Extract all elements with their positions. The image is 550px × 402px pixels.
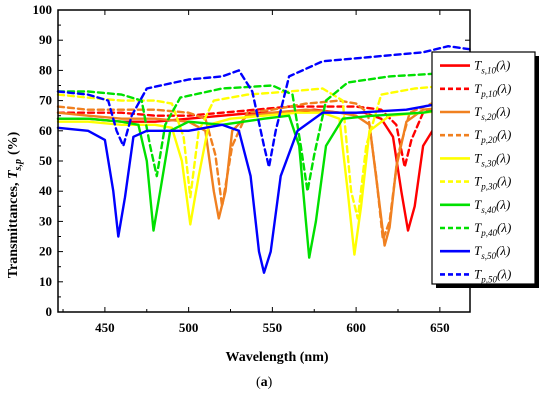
legend: Ts,10(λ) Tp,10(λ) Ts,20(λ) Tp,20(λ) Ts,30(λ)… [431,51,539,288]
legend-label: Tp,50(λ) [474,266,511,284]
series-group [56,45,472,274]
legend-label: Ts,50(λ) [474,243,510,261]
y-tick-label: 10 [39,274,52,289]
legend-label: Ts,10(λ) [474,58,510,76]
y-tick-label: 70 [39,93,52,108]
x-tick-label: 550 [263,320,283,335]
series-line-p-40 [56,69,472,193]
legend-label: Tp,10(λ) [474,81,511,99]
series-line-p-30 [56,84,472,220]
x-tick-label: 450 [95,320,115,335]
y-tick-label: 50 [39,153,52,168]
legend-box [431,51,536,285]
y-tick-label: 100 [33,2,53,17]
legend-label: Ts,20(λ) [474,104,510,122]
series-line-p-50 [56,45,472,169]
panel-label: (a) [256,375,273,390]
plot-area [58,10,470,312]
y-tick-label: 90 [39,32,52,47]
legend-label: Tp,40(λ) [474,220,511,238]
legend-label: Ts,30(λ) [474,150,510,168]
x-tick-label: 600 [346,320,366,335]
series-line-s-40 [56,105,472,259]
series-line-p-20 [56,99,472,241]
y-tick-label: 0 [46,304,53,319]
y-tick-label: 20 [39,244,52,259]
legend-label: Ts,40(λ) [474,197,510,215]
x-tick-label: 500 [179,320,199,335]
legend-label: Tp,20(λ) [474,127,511,145]
series-line-s-50 [56,99,472,274]
y-tick-label: 60 [39,123,52,138]
x-tick-label: 650 [430,320,450,335]
x-axis-title: Wavelength (nm) [225,350,328,365]
y-tick-label: 30 [39,213,52,228]
y-tick-label: 80 [39,62,52,77]
y-tick-label: 40 [39,183,52,198]
legend-label: Tp,30(λ) [474,174,511,192]
plot-background [58,10,470,312]
y-axis-title: Transmittances, Ts,p(%) [6,131,24,278]
